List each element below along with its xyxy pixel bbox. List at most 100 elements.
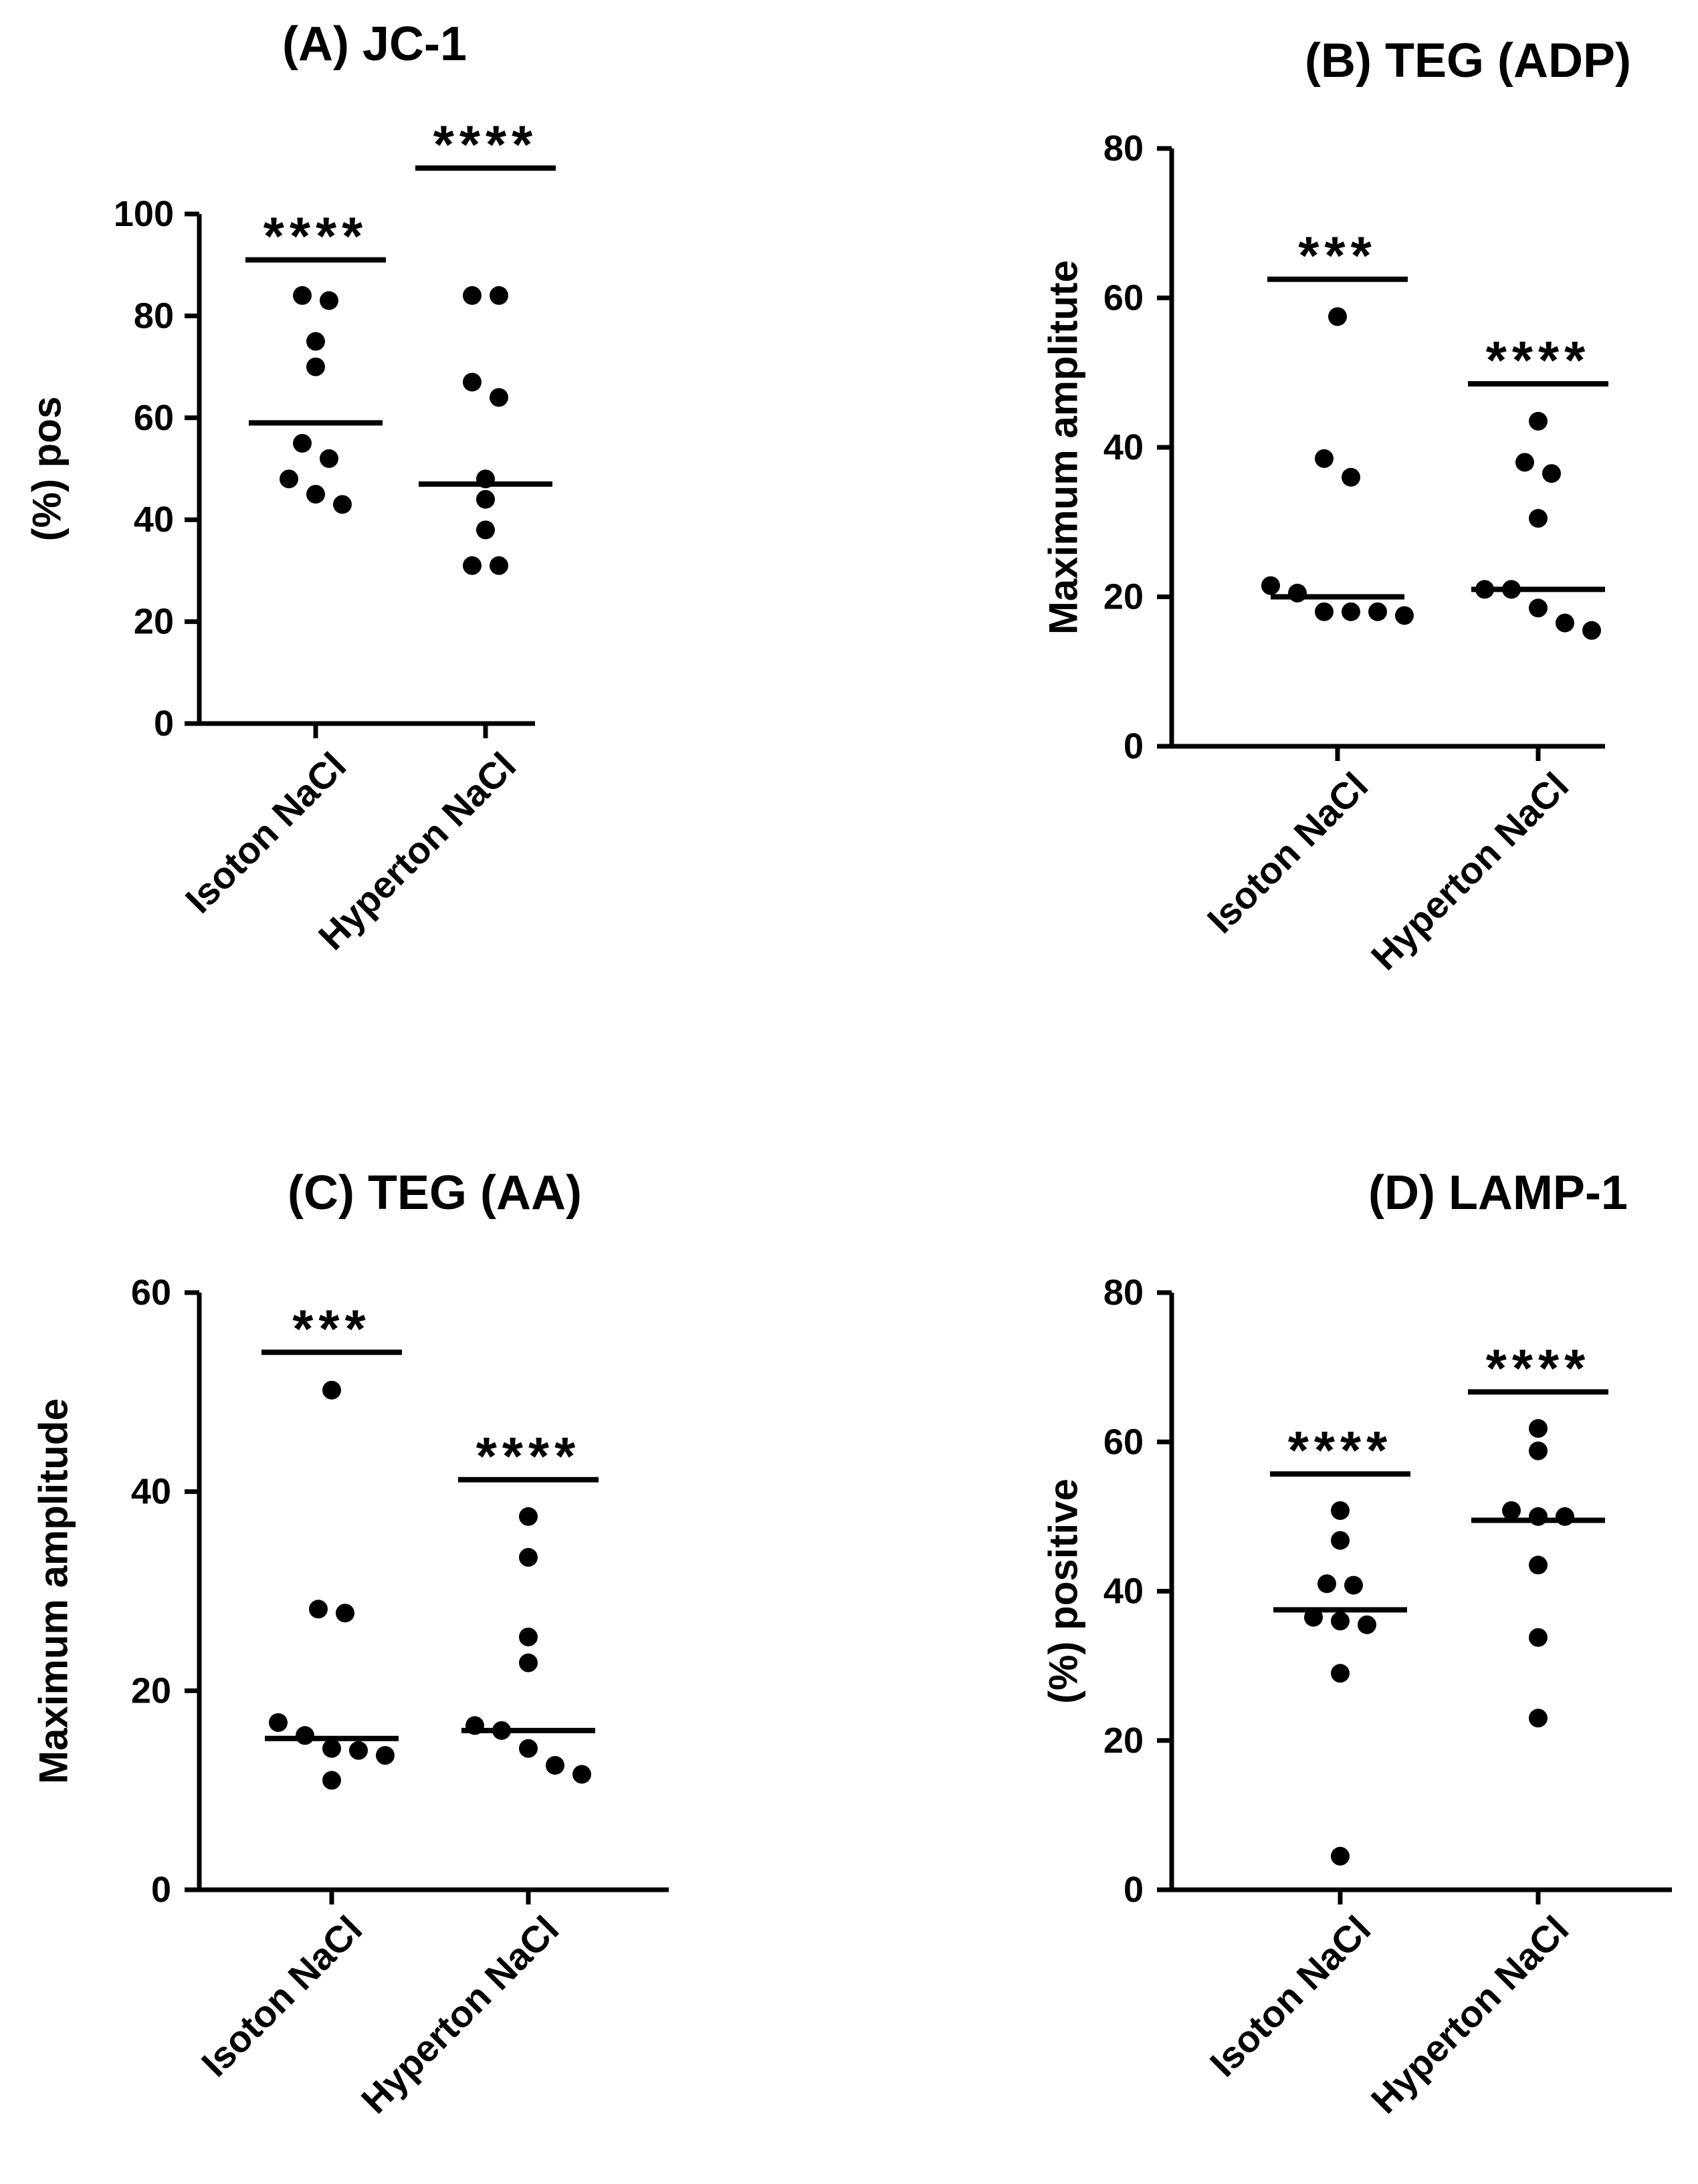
panel-c-category-label: Isoton NaCl bbox=[193, 1908, 370, 2085]
panel-c-data-point bbox=[349, 1741, 368, 1760]
panel-c-data-point bbox=[519, 1739, 538, 1758]
panel-b-data-point bbox=[1288, 583, 1307, 603]
panel-c-data-point bbox=[322, 1380, 341, 1400]
panel-d-data-point bbox=[1529, 1628, 1548, 1647]
panel-d-y-tick-label: 0 bbox=[1124, 1870, 1144, 1910]
panel-b-significance-label: **** bbox=[1486, 330, 1591, 390]
panel-c-y-tick-label: 40 bbox=[131, 1472, 171, 1512]
panel-c-data-point bbox=[322, 1771, 341, 1790]
panel-b-data-point bbox=[1582, 621, 1601, 640]
panel-c-data-point bbox=[336, 1604, 354, 1623]
panel-d-y-tick-label: 40 bbox=[1103, 1571, 1144, 1612]
panel-d-y-tick-label: 20 bbox=[1103, 1721, 1144, 1761]
panel-a-significance-label: **** bbox=[433, 114, 538, 174]
panel-b-y-axis-label: Maximum amplitute bbox=[1041, 260, 1086, 635]
panel-b-data-point bbox=[1556, 613, 1574, 633]
panel-b-data-point bbox=[1342, 602, 1360, 621]
panel-d-y-axis-label: (%) positive bbox=[1041, 1479, 1086, 1704]
panel-b-data-point bbox=[1515, 453, 1534, 472]
panel-c-y-axis-label: Maximum amplitude bbox=[31, 1398, 76, 1784]
panel-a-data-point bbox=[476, 489, 495, 509]
panel-b-data-point bbox=[1529, 598, 1548, 618]
panel-d-data-point bbox=[1304, 1608, 1323, 1627]
panel-b-category-label: Isoton NaCl bbox=[1199, 764, 1376, 942]
panel-c-significance-label: *** bbox=[292, 1299, 370, 1358]
panel-d-data-point bbox=[1529, 1709, 1548, 1728]
panel-d-data-point bbox=[1331, 1664, 1350, 1683]
panel-a-y-tick-label: 0 bbox=[154, 703, 174, 744]
panel-c-title: (C) TEG (AA) bbox=[288, 1166, 582, 1220]
panel-d-data-point bbox=[1331, 1612, 1350, 1631]
panel-c-data-point bbox=[296, 1726, 314, 1745]
panel-c-y-tick-label: 0 bbox=[151, 1870, 171, 1910]
panel-d-data-point bbox=[1529, 1507, 1548, 1526]
panel-d-significance-label: **** bbox=[1486, 1338, 1591, 1398]
panel-d-data-point bbox=[1344, 1575, 1363, 1595]
panel-a-y-tick-label: 20 bbox=[134, 602, 174, 642]
panel-a-data-point bbox=[320, 449, 338, 468]
panel-d-data-point bbox=[1358, 1615, 1376, 1634]
panel-a-category-label: Isoton NaCl bbox=[177, 744, 354, 921]
panel-d-data-point bbox=[1317, 1574, 1336, 1594]
panel-c-data-point bbox=[519, 1627, 538, 1646]
panel-b-category-label: Hyperton NaCl bbox=[1363, 764, 1577, 978]
panel-a-data-point bbox=[293, 433, 312, 453]
panel-c-data-point bbox=[572, 1765, 591, 1784]
panel-b-y-tick-label: 60 bbox=[1103, 278, 1144, 318]
panel-a-data-point bbox=[320, 291, 338, 310]
panel-a-data-point bbox=[490, 388, 508, 407]
panel-c-data-point bbox=[376, 1746, 395, 1765]
panel-d-data-point bbox=[1529, 1419, 1548, 1438]
panel-b-y-tick-label: 0 bbox=[1124, 726, 1144, 766]
panel-b-data-point bbox=[1529, 411, 1548, 431]
panel-a-data-point bbox=[280, 469, 298, 489]
panel-b-data-point bbox=[1368, 602, 1387, 621]
panel-d-y-tick-label: 60 bbox=[1103, 1422, 1144, 1462]
panel-b-data-point bbox=[1342, 467, 1360, 487]
panel-a-y-tick-label: 60 bbox=[134, 398, 174, 438]
panel-b-data-point bbox=[1529, 509, 1548, 528]
panel-c-data-point bbox=[519, 1653, 538, 1672]
panel-d-data-point bbox=[1331, 1846, 1350, 1866]
panel-c-data-point bbox=[519, 1507, 538, 1526]
panel-c-data-point bbox=[519, 1547, 538, 1567]
panel-a-data-point bbox=[463, 556, 482, 575]
panel-b-data-point bbox=[1542, 464, 1561, 483]
panel-d-category-label: Hyperton NaCl bbox=[1363, 1908, 1577, 2122]
panel-d-data-point bbox=[1502, 1501, 1521, 1520]
panel-d-data-point bbox=[1331, 1501, 1350, 1520]
panel-a-y-tick-label: 40 bbox=[134, 500, 174, 540]
panel-d-title: (D) LAMP-1 bbox=[1368, 1166, 1628, 1220]
panel-a-data-point bbox=[306, 485, 325, 504]
panel-a-data-point bbox=[490, 556, 508, 575]
panel-b-significance-label: *** bbox=[1298, 226, 1376, 286]
panel-a-y-tick-label: 80 bbox=[134, 296, 174, 336]
panel-a-data-point bbox=[306, 332, 325, 351]
panel-b-y-tick-label: 20 bbox=[1103, 577, 1144, 617]
panel-a-data-point bbox=[463, 286, 482, 305]
panel-a-data-point bbox=[293, 286, 312, 305]
panel-a-title: (A) JC-1 bbox=[282, 17, 467, 71]
panel-d: (D) LAMP-1 (%) positive 0 20 40 60 80 Isoton Na… bbox=[1041, 1166, 1672, 2122]
panel-d-category-label: Isoton NaCl bbox=[1202, 1908, 1379, 2085]
panel-b-data-point bbox=[1315, 449, 1334, 468]
panel-b: (B) TEG (ADP) Maximum amplitute 0 20 40 60 80 I… bbox=[1041, 34, 1631, 978]
panel-b-data-point bbox=[1315, 602, 1334, 621]
panel-b-data-point bbox=[1328, 307, 1347, 326]
panel-d-data-point bbox=[1529, 1555, 1548, 1575]
panel-b-y-tick-label: 80 bbox=[1103, 128, 1144, 169]
panel-d-significance-label: **** bbox=[1288, 1420, 1393, 1480]
panel-d-data-point bbox=[1556, 1507, 1574, 1526]
panel-a-data-point bbox=[476, 520, 495, 540]
panel-a-significance-label: **** bbox=[263, 207, 368, 266]
panel-c-y-tick-label: 20 bbox=[131, 1670, 171, 1711]
panel-c-data-point bbox=[269, 1713, 288, 1732]
panel-c-y-tick-label: 60 bbox=[131, 1273, 171, 1313]
panel-c: (C) TEG (AA) Maximum amplitude 0 20 40 60 Isot… bbox=[31, 1166, 669, 2121]
panel-d-data-point bbox=[1529, 1441, 1548, 1460]
panel-c-data-point bbox=[309, 1600, 328, 1619]
panel-b-title: (B) TEG (ADP) bbox=[1305, 34, 1631, 88]
panel-b-data-point bbox=[1395, 606, 1414, 625]
panel-c-data-point bbox=[322, 1739, 341, 1758]
panel-d-data-point bbox=[1331, 1531, 1350, 1550]
